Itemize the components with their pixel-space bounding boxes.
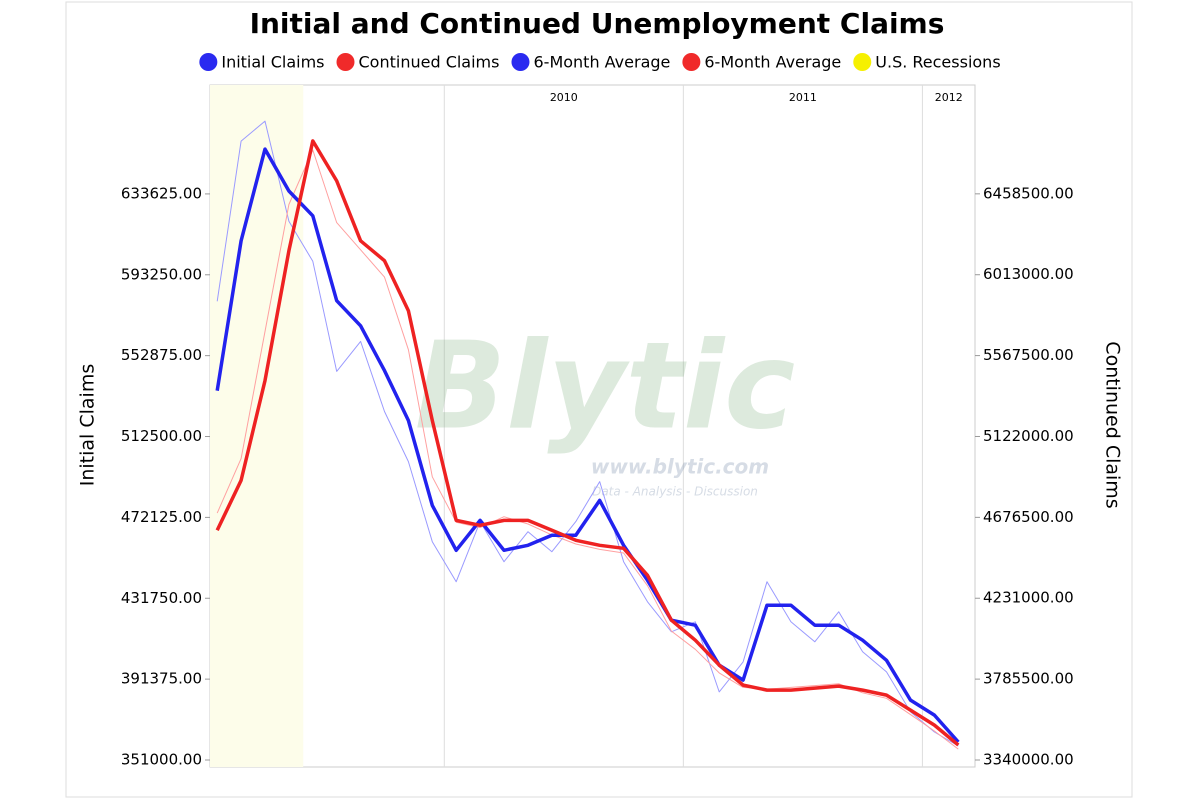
y2-tick-label: 3340000.00 [983,751,1074,769]
legend-swatch [511,53,530,71]
legend-label: Continued Claims [359,53,500,72]
y-tick-label: 633625.00 [121,184,202,202]
y2-tick-label: 5122000.00 [983,427,1074,445]
legend-swatch [199,53,218,71]
y2-tick-label: 6013000.00 [983,265,1074,283]
legend-label: U.S. Recessions [875,53,1000,72]
series-line [215,139,960,747]
y-tick-label: 351000.00 [121,751,202,769]
legend-label: 6-Month Average [533,53,670,72]
legend: Initial Claims Continued Claims 6-Month Av… [199,53,1001,72]
y2-tick-label: 4231000.00 [983,589,1074,607]
y-tick-label: 472125.00 [121,508,202,526]
y2-tick-label: 5567500.00 [983,346,1074,364]
watermark: Data - Analysis - Discussion [592,485,758,499]
y2-tick-label: 4676500.00 [983,508,1074,526]
legend-label: 6-Month Average [704,53,841,72]
y2-axis-title: Continued Claims [1102,341,1124,508]
y2-tick-label: 3785500.00 [983,670,1074,688]
series-line [216,149,959,750]
x-tick-label: 2012 [935,91,963,104]
watermark: Blytic [415,318,795,457]
legend-label: Initial Claims [221,53,324,72]
y-tick-label: 391375.00 [121,670,202,688]
plot-area [209,84,976,768]
y-tick-label: 593250.00 [121,265,202,283]
legend-swatch [682,53,701,71]
series-line [215,147,960,744]
legend-swatch [853,53,872,71]
y-tick-label: 552875.00 [121,346,202,364]
y2-tick-label: 6458500.00 [983,184,1074,202]
watermark: www.blytic.com [591,455,769,479]
recession-band [210,85,304,767]
x-tick-label: 2010 [550,91,578,104]
chart-title: Initial and Continued Unemployment Claim… [250,7,945,40]
y-axis-title: Initial Claims [77,364,99,487]
y-tick-label: 431750.00 [121,589,202,607]
y-tick-label: 512500.00 [121,427,202,445]
series-line [216,120,959,747]
legend-swatch [336,53,355,71]
x-tick-label: 2011 [789,91,817,104]
